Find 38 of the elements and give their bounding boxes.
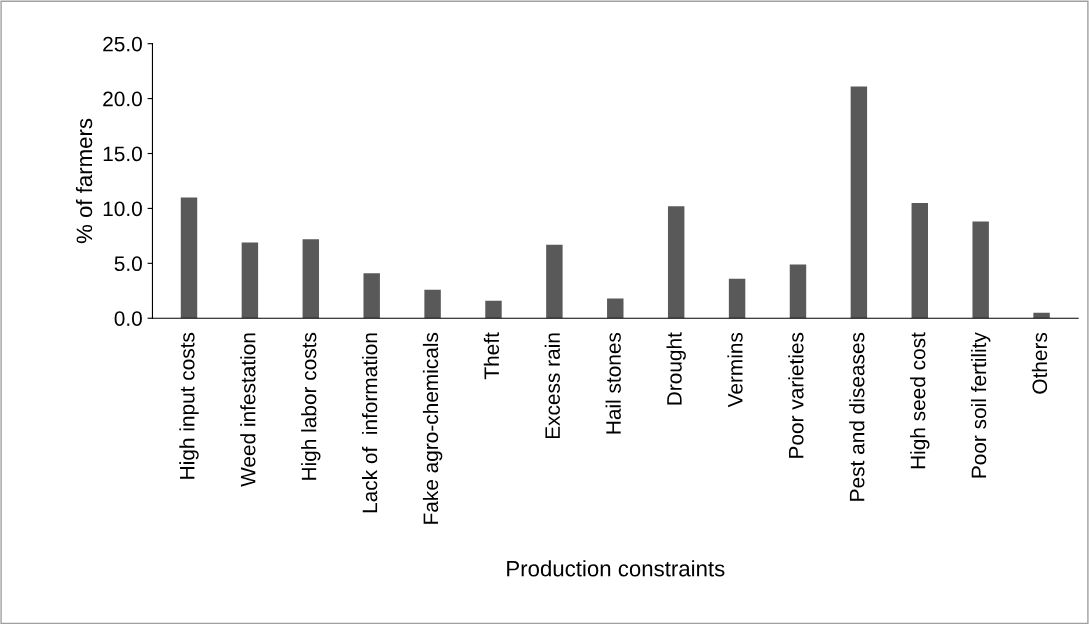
y-tick-label: 0.0 (114, 311, 142, 326)
bar (546, 244, 563, 319)
y-tick-label: 20.0 (103, 91, 142, 107)
bar (972, 221, 989, 319)
x-tick-label: Poor varieties (788, 332, 804, 458)
bar (667, 206, 685, 319)
x-tick-label: Excess rain (544, 333, 560, 439)
bar (363, 273, 380, 319)
x-tick-label: Drought (666, 332, 686, 405)
bar (728, 278, 746, 319)
x-tick-label: Fake agro-chemicals (422, 332, 443, 524)
x-tick-label: Others (1031, 332, 1048, 394)
bar (424, 289, 441, 319)
bar (850, 86, 868, 319)
x-axis-title: Production constraints (507, 560, 725, 577)
y-tick-label: 25.0 (103, 36, 142, 52)
y-tick-label: 10.0 (103, 201, 142, 217)
x-tick-label: High seed cost (910, 332, 930, 469)
x-tick-label: Lack of information (361, 333, 378, 513)
x-tick-label: Vermins (727, 332, 743, 408)
y-tick-label: 5.0 (114, 256, 142, 272)
bar (911, 202, 928, 319)
x-tick-label: Hail stones (605, 332, 621, 434)
y-axis-title: % of farmers (75, 118, 93, 244)
bar (1033, 312, 1050, 319)
bar (607, 298, 624, 319)
bar (485, 300, 502, 319)
x-tick-label: High labor costs (301, 332, 321, 480)
x-tick-label: Pest and diseases (849, 332, 865, 501)
bar (789, 264, 807, 319)
bar (302, 239, 320, 319)
y-tick-label: 15.0 (103, 146, 142, 162)
x-tick-label: High input costs (179, 332, 199, 479)
bar (180, 197, 198, 319)
x-tick-label: Theft (483, 332, 500, 380)
bar (241, 242, 259, 319)
x-tick-label: Poor soil fertility (970, 332, 991, 478)
x-tick-label: Weed infestation (240, 333, 256, 487)
